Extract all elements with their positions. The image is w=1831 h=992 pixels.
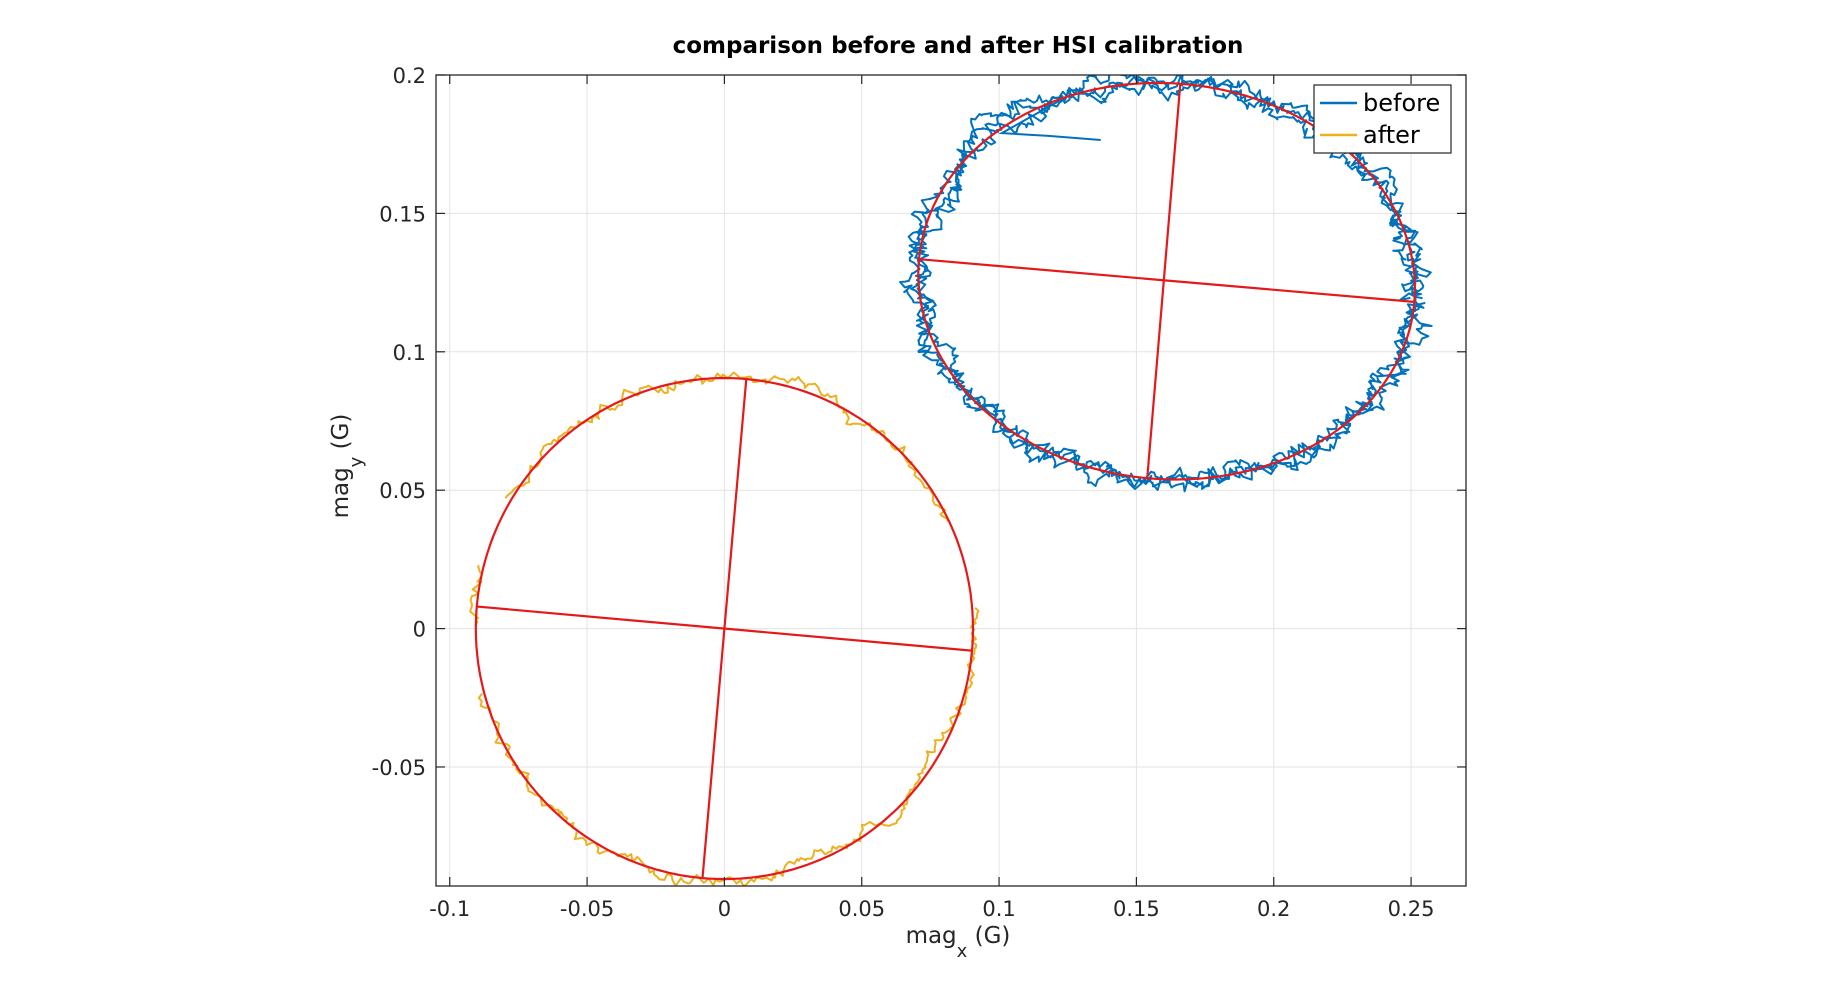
x-tick-label: 0	[718, 897, 731, 921]
legend: before after	[1313, 84, 1452, 154]
x-tick-label: -0.1	[429, 897, 470, 921]
x-tick-label: 0.1	[982, 897, 1015, 921]
legend-label-before: before	[1363, 89, 1440, 117]
plot-area: -0.1 -0.05 0 0.05 0.1 0.15 0.2 0.25 -0.05 0 0.05 0…	[372, 64, 1467, 921]
x-tick-label: 0.15	[1113, 897, 1160, 921]
fit-axis-line	[917, 257, 1416, 304]
axes-background	[436, 75, 1466, 886]
series-line-after	[469, 371, 980, 886]
x-tick-label: -0.05	[560, 897, 614, 921]
y-tick-label: -0.05	[372, 756, 426, 780]
series-tail-before	[998, 96, 1101, 141]
x-tick-labels: -0.1 -0.05 0 0.05 0.1 0.15 0.2 0.25	[429, 897, 1434, 921]
fit-ellipse	[917, 81, 1416, 481]
y-tick-label: 0.05	[379, 479, 426, 503]
chart-title: comparison before and after HSI calibrat…	[673, 33, 1244, 59]
series-after	[469, 371, 980, 886]
axes-box	[435, 74, 1467, 887]
y-tick-label: 0.2	[393, 64, 426, 88]
fit-ellipse	[474, 377, 975, 881]
tick-marks	[436, 74, 1466, 886]
x-axis-label: magx (G)	[906, 923, 1011, 962]
y-tick-label: 0.15	[379, 202, 426, 226]
y-tick-label: 0	[413, 618, 426, 642]
y-tick-labels: -0.05 0 0.05 0.1 0.15 0.2	[372, 64, 426, 780]
legend-box	[1313, 84, 1452, 154]
series-before	[899, 75, 1433, 493]
x-label-unit: (G)	[967, 923, 1010, 949]
fit-axis-line	[1146, 83, 1182, 477]
data-layer	[469, 75, 1433, 886]
y-tick-label: 0.1	[393, 341, 426, 365]
x-tick-label: 0.2	[1257, 897, 1290, 921]
x-label-main: mag	[906, 923, 957, 949]
y-label-main: mag	[328, 467, 354, 518]
x-tick-label: 0.25	[1388, 897, 1435, 921]
fit-0	[917, 81, 1416, 481]
fit-axis-line	[701, 377, 748, 880]
series-line-before	[899, 75, 1433, 493]
legend-label-after: after	[1363, 121, 1420, 149]
y-axis-label: magy (G)	[328, 414, 367, 519]
y-label-unit: (G)	[328, 414, 354, 457]
y-label-sub: y	[346, 456, 367, 467]
fit-1	[474, 377, 975, 881]
x-label-sub: x	[957, 941, 968, 962]
x-tick-label: 0.05	[838, 897, 885, 921]
